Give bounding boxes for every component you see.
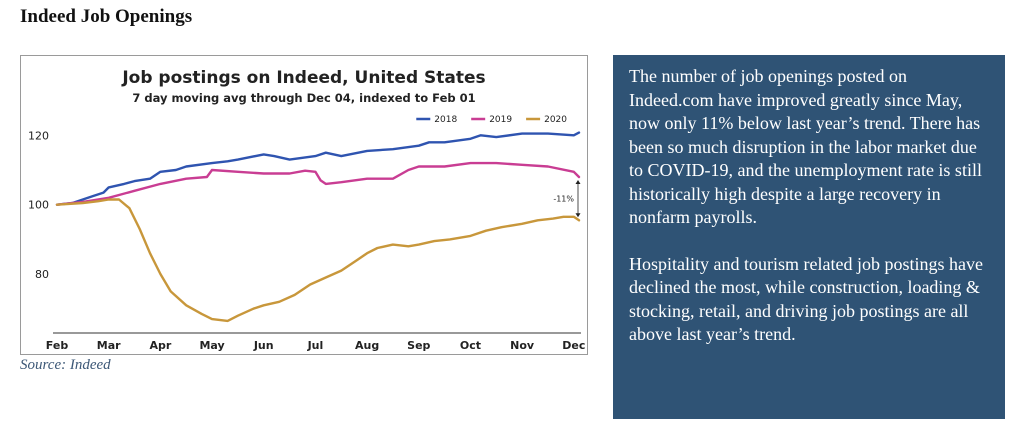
gap-annotation: -11% [553,179,581,218]
x-tick-label: Jul [307,339,324,352]
chart-panel: Job postings on Indeed, United States 7 … [20,55,588,355]
legend-label-2020: 2020 [544,115,567,125]
gap-annotation-label: -11% [553,195,574,204]
y-tick-label: 120 [28,129,49,142]
x-tick-label: Jun [253,339,274,352]
legend-label-2019: 2019 [489,115,512,125]
commentary-paragraph: The number of job openings posted on Ind… [629,66,982,227]
series-line-2020 [55,198,581,323]
x-tick-label: Feb [46,339,69,352]
chart-title: Job postings on Indeed, United States [121,68,485,88]
chart-series [55,131,581,323]
x-tick-label: Dec [562,339,585,352]
gap-annotation-arrowhead-top [575,179,581,184]
x-tick-label: Nov [510,339,535,352]
x-tick-label: Sep [407,339,430,352]
y-tick-label: 100 [28,199,49,212]
chart-source: Source: Indeed [20,357,111,373]
x-tick-label: Apr [149,339,171,352]
x-tick-label: May [199,339,224,352]
commentary-box: The number of job openings posted on Ind… [613,55,1005,419]
x-tick-label: Mar [97,339,121,352]
x-tick-label: Aug [355,339,379,352]
series-line-2018 [55,131,581,206]
chart-legend: 2020 2019 2018 [416,115,567,125]
y-tick-label: 80 [35,268,49,281]
series-line-2019 [55,161,581,206]
page-heading: Indeed Job Openings [20,6,193,27]
commentary-paragraph: Hospitality and tourism related job post… [629,253,983,345]
y-axis: 80 100 120 [28,129,49,281]
x-tick-label: Oct [460,339,481,352]
x-axis: Feb Mar Apr May Jun Jul Aug Sep Oct Nov Dec [46,339,586,352]
legend-label-2018: 2018 [434,115,457,125]
job-postings-chart: Job postings on Indeed, United States 7 … [28,68,586,352]
gap-annotation-arrowhead-bottom [575,213,581,218]
chart-subtitle: 7 day moving avg through Dec 04, indexed… [132,91,475,105]
